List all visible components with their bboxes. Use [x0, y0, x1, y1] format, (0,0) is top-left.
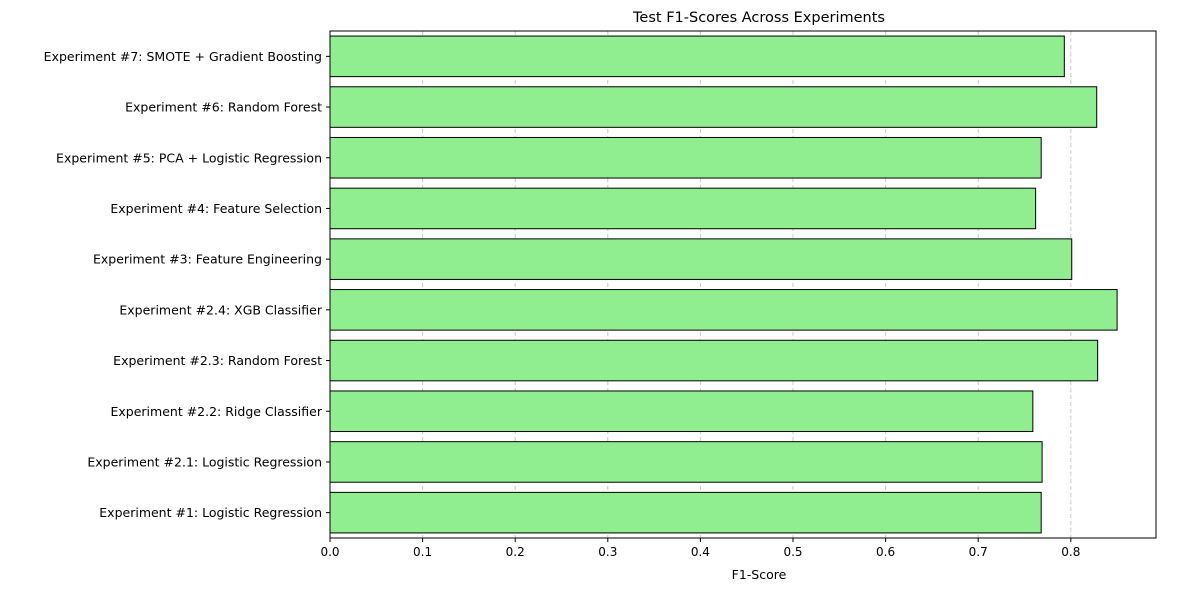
- y-tick-label: Experiment #6: Random Forest: [125, 100, 322, 115]
- bar: [330, 492, 1041, 533]
- x-tick-label: 0.6: [876, 545, 895, 559]
- bar: [330, 442, 1042, 483]
- x-tick-label: 0.1: [413, 545, 432, 559]
- bar: [330, 137, 1041, 178]
- y-tick-label: Experiment #5: PCA + Logistic Regression: [56, 150, 322, 165]
- y-tick-label: Experiment #2.3: Random Forest: [113, 353, 322, 368]
- bar: [330, 391, 1033, 432]
- bar: [330, 290, 1117, 331]
- bar: [330, 36, 1064, 77]
- bar: [330, 340, 1098, 381]
- bar: [330, 188, 1036, 229]
- y-tick-label: Experiment #4: Feature Selection: [110, 201, 322, 216]
- y-tick-label: Experiment #2.2: Ridge Classifier: [111, 404, 323, 419]
- bar: [330, 239, 1072, 280]
- x-tick-label: 0.3: [598, 545, 617, 559]
- x-axis-label: F1-Score: [732, 567, 787, 582]
- chart-title: Test F1-Scores Across Experiments: [632, 10, 885, 26]
- x-tick-label: 0.4: [691, 545, 710, 559]
- y-tick-label: Experiment #3: Feature Engineering: [93, 252, 322, 267]
- y-tick-label: Experiment #1: Logistic Regression: [99, 505, 322, 520]
- x-tick-label: 0.0: [320, 545, 339, 559]
- bar: [330, 87, 1097, 128]
- y-tick-label: Experiment #2.1: Logistic Regression: [87, 454, 322, 469]
- y-tick-label: Experiment #2.4: XGB Classifier: [119, 302, 322, 317]
- x-tick-label: 0.2: [506, 545, 525, 559]
- y-tick-label: Experiment #7: SMOTE + Gradient Boosting: [44, 49, 322, 64]
- x-tick-label: 0.7: [969, 545, 988, 559]
- x-tick-label: 0.5: [783, 545, 802, 559]
- x-tick-label: 0.8: [1061, 545, 1080, 559]
